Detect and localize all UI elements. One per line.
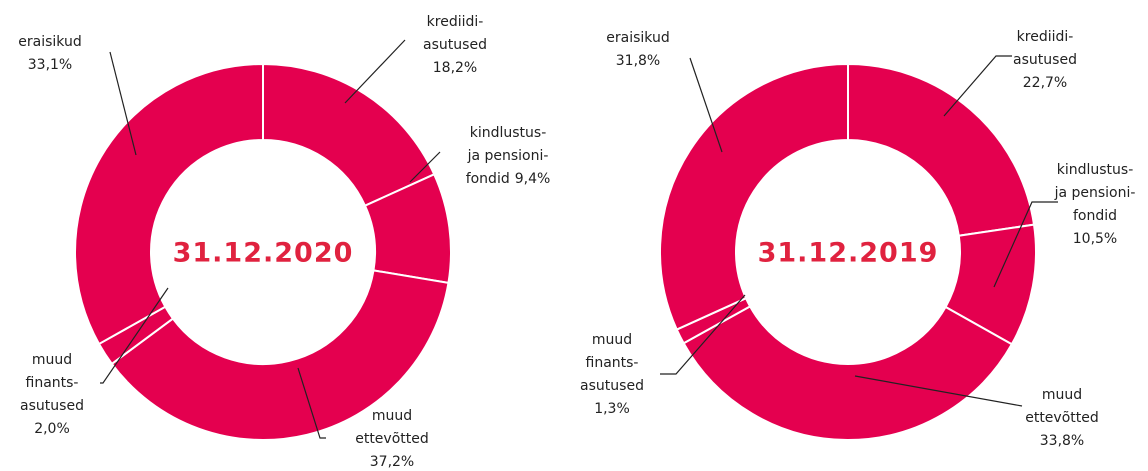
segment-label: muud finants-asutused 2,0% <box>20 352 84 437</box>
value-label: 18,2% <box>433 60 477 76</box>
label-line: ettevõtted <box>355 431 429 447</box>
label-line: eraisikud <box>18 34 81 50</box>
label-line: muud <box>372 408 412 424</box>
value-label: 10,5% <box>1073 231 1117 247</box>
center-title: 31.12.2019 <box>758 238 939 269</box>
label-line: fondid <box>1073 208 1117 224</box>
label-line: muud <box>1042 387 1082 403</box>
value-label: 33,8% <box>1040 433 1084 449</box>
donut-segment <box>110 269 450 441</box>
donut-segment <box>262 62 436 208</box>
leader-line <box>344 39 406 104</box>
label-line: krediidi- <box>1017 29 1074 45</box>
label-line: ettevõtted <box>1025 410 1099 426</box>
label-line: kindlustus- <box>470 125 547 141</box>
label-line: eraisikud <box>606 30 669 46</box>
segment-label: muud finants-asutused 1,3% <box>580 332 644 417</box>
segment-label: krediidi-asutused 22,7% <box>1013 29 1077 91</box>
leader-line <box>689 57 723 153</box>
label-line: muud <box>32 352 72 368</box>
leader-line <box>100 287 169 384</box>
label-line: finants- <box>26 375 79 391</box>
donut-segment <box>658 62 849 331</box>
label-line: ja pensioni- <box>467 148 549 164</box>
label-line: asutused <box>1013 52 1077 68</box>
segment-label: muud ettevõtted 33,8% <box>1025 387 1099 449</box>
leader-line <box>109 51 137 156</box>
label-line: asutused <box>580 378 644 394</box>
label-line: asutused <box>423 37 487 53</box>
segment-label: krediidi-asutused 18,2% <box>423 14 487 76</box>
value-label: 31,8% <box>616 53 660 69</box>
leader-line <box>409 151 441 183</box>
value-label: 1,3% <box>594 401 630 417</box>
leader-line <box>943 55 1012 117</box>
leader-line <box>854 375 1023 407</box>
center-title: 31.12.2020 <box>173 238 354 269</box>
label-line: finants- <box>586 355 639 371</box>
value-label: 37,2% <box>370 454 414 470</box>
value-label: 9,4% <box>515 171 551 187</box>
donut-segment <box>682 305 1014 441</box>
leader-line <box>297 367 326 439</box>
segment-label: kindlustus-ja pensioni-fondid 10,5% <box>1054 162 1136 247</box>
value-label: 2,0% <box>34 421 70 437</box>
label-line: kindlustus- <box>1057 162 1134 178</box>
value-label: 22,7% <box>1023 75 1067 91</box>
label-line: asutused <box>20 398 84 414</box>
segment-label: muud ettevõtted 37,2% <box>355 408 429 470</box>
leader-line <box>993 201 1058 288</box>
value-label: 33,1% <box>28 57 72 73</box>
segment-label: eraisikud 31,8% <box>606 30 669 69</box>
segment-label: eraisikud 33,1% <box>18 34 81 73</box>
donut-segment <box>847 62 1036 237</box>
segment-label: kindlustus-ja pensioni-fondid 9,4% <box>466 125 551 187</box>
label-line: krediidi- <box>427 14 484 30</box>
label-line: muud <box>592 332 632 348</box>
donut-segment <box>74 62 264 346</box>
label-line: ja pensioni- <box>1054 185 1136 201</box>
leader-line <box>660 294 746 375</box>
label-line: fondid <box>466 171 510 187</box>
